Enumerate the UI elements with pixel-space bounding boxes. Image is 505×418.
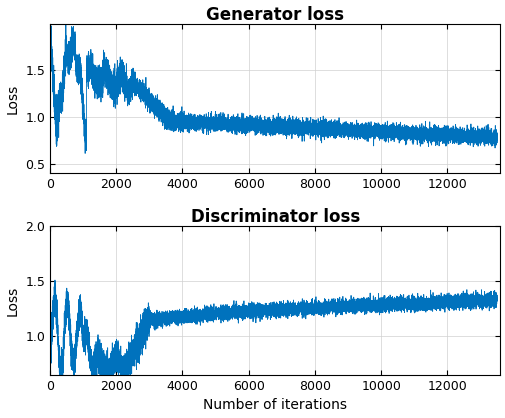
Y-axis label: Loss: Loss	[6, 285, 20, 316]
Title: Discriminator loss: Discriminator loss	[190, 208, 359, 226]
X-axis label: Number of iterations: Number of iterations	[203, 398, 346, 413]
Y-axis label: Loss: Loss	[6, 83, 20, 114]
Title: Generator loss: Generator loss	[206, 5, 343, 23]
